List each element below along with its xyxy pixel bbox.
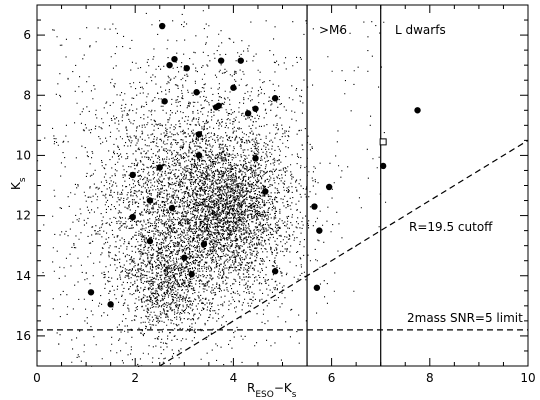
reference-lines [37, 5, 529, 367]
highlighted-point-26 [188, 271, 195, 278]
x-tick-label: 0 [33, 371, 41, 385]
cutoff-label: R=19.5 cutoff [409, 220, 493, 234]
highlighted-point-4 [217, 57, 225, 64]
snr-limit-label: 2mass SNR=5 limit [407, 311, 523, 325]
dashed-line-1 [159, 139, 529, 367]
highlighted-point-14 [195, 131, 203, 138]
highlighted-point-35 [414, 107, 421, 114]
highlighted-point-31 [325, 183, 333, 191]
x-axis-label: RESO−Ks [247, 381, 297, 400]
x-tick-label: 8 [426, 371, 434, 385]
highlighted-point-20 [129, 171, 136, 179]
highlighted-point-19 [146, 197, 154, 204]
highlighted-point-27 [271, 268, 279, 275]
open-square-point-0 [379, 138, 387, 146]
background-star-field [37, 10, 387, 367]
highlighted-point-32 [87, 289, 95, 296]
y-tick-label: 16 [16, 329, 31, 343]
highlighted-point-2 [171, 55, 178, 63]
y-tick-label: 14 [16, 269, 31, 283]
highlighted-point-1 [166, 61, 173, 69]
highlighted-point-15 [156, 164, 163, 171]
x-tick-label: 6 [328, 371, 336, 385]
highlighted-point-0 [159, 22, 166, 30]
highlighted-point-7 [230, 84, 237, 91]
x-tick-label: 10 [520, 371, 535, 385]
highlighted-point-3 [183, 64, 190, 72]
x-tick-label: 4 [230, 371, 238, 385]
highlighted-point-16 [195, 152, 203, 159]
x-tick-label: 2 [131, 371, 139, 385]
highlighted-point-13 [271, 95, 279, 102]
axis-ticks: 0 2 4 6 8 10 6 8 10 12 14 16 [16, 5, 536, 385]
y-tick-label: 6 [23, 28, 31, 42]
highlighted-point-33 [107, 301, 114, 308]
y-axis-label: Ks [9, 177, 28, 190]
field-star-dots [37, 10, 387, 367]
highlighted-point-34 [379, 162, 387, 170]
l-dwarfs-label: L dwarfs [395, 23, 446, 37]
y-tick-label: 8 [23, 88, 31, 102]
highlighted-point-5 [237, 57, 244, 64]
highlighted-point-9 [215, 102, 222, 109]
highlighted-points [87, 22, 421, 308]
y-tick-label: 10 [16, 148, 31, 162]
highlighted-point-22 [146, 237, 154, 245]
highlighted-point-6 [193, 89, 200, 96]
highlighted-point-28 [313, 284, 321, 291]
highlighted-point-30 [316, 227, 323, 234]
y-tick-label: 12 [16, 209, 31, 223]
highlighted-point-18 [262, 188, 269, 195]
highlighted-point-21 [129, 213, 136, 221]
highlighted-point-25 [181, 254, 188, 261]
m6-label: >M6 [319, 23, 347, 37]
highlighted-point-10 [161, 98, 168, 105]
highlighted-point-24 [200, 240, 208, 248]
highlighted-point-11 [244, 110, 252, 117]
highlighted-point-17 [252, 155, 259, 162]
highlighted-point-29 [311, 203, 318, 210]
highlighted-point-23 [168, 204, 176, 212]
highlighted-point-12 [252, 105, 259, 112]
